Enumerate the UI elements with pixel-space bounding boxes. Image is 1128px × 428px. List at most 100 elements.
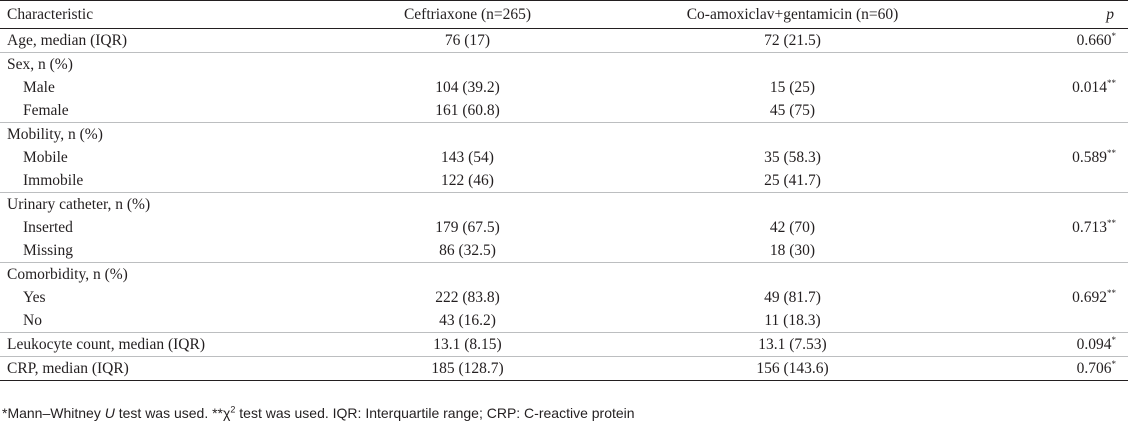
footnote-part3: test was used. IQR: Interquartile range;… — [235, 405, 635, 421]
ceftriaxone-value — [330, 122, 605, 146]
table-row: Sex, n (%) — [0, 52, 1128, 76]
row-label: Comorbidity, n (%) — [0, 262, 330, 286]
p-value-cell — [980, 239, 1128, 263]
coamoxiclav-value: 156 (143.6) — [605, 356, 980, 381]
coamoxiclav-value: 25 (41.7) — [764, 171, 821, 189]
ceftriaxone-value — [330, 192, 605, 216]
p-value-test-mark: * — [1111, 358, 1117, 369]
coamoxiclav-value: 13.1 (7.53) — [605, 332, 980, 357]
ceftriaxone-value: 122 (46) — [441, 171, 494, 189]
header-characteristic: Characteristic — [0, 0, 330, 29]
p-value-test-mark: ** — [1107, 147, 1116, 158]
ceftriaxone-value: 13.1 (8.15) — [330, 332, 605, 357]
header-p-value: p — [980, 0, 1128, 29]
table-body: Age, median (IQR) 76 (17) 72 (21.5) 0.660* S… — [0, 29, 1128, 381]
table-row: CRP, median (IQR) 185 (128.7) 156 (143.6) 0… — [0, 356, 1128, 381]
row-label: Sex, n (%) — [0, 52, 330, 76]
p-value-test-mark: * — [1111, 334, 1117, 345]
p-value-cell — [980, 52, 1128, 76]
ceftriaxone-value: 185 (128.7) — [330, 356, 605, 381]
ceftriaxone-value: 76 (17) — [444, 31, 491, 49]
header-coamoxiclav-gentamicin: Co-amoxiclav+gentamicin (n=60) — [605, 0, 980, 29]
characteristics-table-container: Characteristic Ceftriaxone (n=265) Co-am… — [0, 0, 1128, 381]
row-label: Missing — [23, 241, 73, 259]
p-value-test-mark: * — [1111, 30, 1117, 41]
p-value-cell — [980, 262, 1128, 286]
footnote-part1: *Mann–Whitney — [2, 405, 105, 421]
row-label: No — [23, 311, 42, 329]
ceftriaxone-value: 104 (39.2) — [435, 78, 500, 96]
coamoxiclav-value — [605, 122, 980, 146]
table-row: Yes 222 (83.8) 49 (81.7) 0.692** — [0, 286, 1128, 309]
footnote-u: U — [104, 405, 115, 421]
coamoxiclav-value — [605, 52, 980, 76]
p-value-cell: 0.692** — [980, 286, 1128, 309]
p-value-test-mark: ** — [1107, 287, 1116, 298]
p-value-cell — [980, 192, 1128, 216]
p-value: 0.713 — [1072, 218, 1107, 236]
ceftriaxone-value — [330, 52, 605, 76]
table-row: Comorbidity, n (%) — [0, 262, 1128, 286]
coamoxiclav-value — [605, 262, 980, 286]
coamoxiclav-value: 49 (81.7) — [764, 288, 821, 306]
ceftriaxone-value: 222 (83.8) — [435, 288, 500, 306]
row-label: Immobile — [23, 171, 84, 189]
ceftriaxone-value: 179 (67.5) — [435, 218, 500, 236]
table-row: Mobility, n (%) — [0, 122, 1128, 146]
table-row: Inserted 179 (67.5) 42 (70) 0.713** — [0, 216, 1128, 239]
row-label: Female — [23, 101, 69, 119]
row-label: Male — [23, 78, 55, 96]
p-value: 0.589 — [1072, 148, 1107, 166]
table-row: No 43 (16.2) 11 (18.3) — [0, 309, 1128, 333]
p-value: 0.094 — [1076, 335, 1112, 353]
row-label: Yes — [23, 288, 46, 306]
p-value-cell: 0.713** — [980, 216, 1128, 239]
header-row: Characteristic Ceftriaxone (n=265) Co-am… — [0, 0, 1128, 29]
table-row: Age, median (IQR) 76 (17) 72 (21.5) 0.660* — [0, 29, 1128, 53]
table-header: Characteristic Ceftriaxone (n=265) Co-am… — [0, 0, 1128, 29]
table-row: Female 161 (60.8) 45 (75) — [0, 99, 1128, 123]
coamoxiclav-value: 18 (30) — [769, 241, 816, 259]
ceftriaxone-value: 161 (60.8) — [435, 101, 500, 119]
p-value-test-mark: ** — [1107, 77, 1116, 88]
coamoxiclav-value — [605, 192, 980, 216]
p-value-cell — [980, 122, 1128, 146]
ceftriaxone-value: 43 (16.2) — [439, 311, 496, 329]
row-label: CRP, median (IQR) — [0, 356, 330, 381]
ceftriaxone-value: 143 (54) — [441, 148, 494, 166]
p-value-cell: 0.706* — [980, 356, 1128, 381]
table-footnote: *Mann–Whitney U test was used. **χ2 test… — [2, 405, 635, 421]
table-row: Mobile 143 (54) 35 (58.3) 0.589** — [0, 146, 1128, 169]
coamoxiclav-value: 35 (58.3) — [764, 148, 821, 166]
p-value: 0.706 — [1076, 359, 1112, 377]
header-ceftriaxone: Ceftriaxone (n=265) — [330, 0, 605, 29]
p-value-cell — [980, 169, 1128, 193]
coamoxiclav-value: 45 (75) — [769, 101, 816, 119]
p-value-test-mark: ** — [1107, 217, 1116, 228]
p-value-cell: 0.589** — [980, 146, 1128, 169]
p-value: 0.014 — [1072, 78, 1107, 96]
p-value-cell: 0.014** — [980, 76, 1128, 99]
p-value-cell: 0.094* — [980, 332, 1128, 357]
coamoxiclav-value: 11 (18.3) — [764, 311, 821, 329]
ceftriaxone-value: 86 (32.5) — [439, 241, 496, 259]
p-value-cell — [980, 309, 1128, 333]
row-label: Inserted — [23, 218, 73, 236]
coamoxiclav-value: 72 (21.5) — [764, 31, 821, 49]
footnote-superscript: 2 — [230, 404, 236, 415]
table-row: Immobile 122 (46) 25 (41.7) — [0, 169, 1128, 193]
row-label: Leukocyte count, median (IQR) — [0, 332, 330, 357]
p-value-cell — [980, 99, 1128, 123]
row-label: Urinary catheter, n (%) — [0, 192, 330, 216]
p-value: 0.660 — [1076, 31, 1112, 49]
row-label: Age, median (IQR) — [7, 31, 128, 49]
row-label: Mobility, n (%) — [0, 122, 330, 146]
ceftriaxone-value — [330, 262, 605, 286]
row-label: Mobile — [23, 148, 68, 166]
footnote-part2: test was used. **χ — [114, 405, 231, 421]
table-row: Leukocyte count, median (IQR) 13.1 (8.15)… — [0, 332, 1128, 357]
p-value: 0.692 — [1072, 288, 1107, 306]
coamoxiclav-value: 15 (25) — [769, 78, 816, 96]
table-row: Urinary catheter, n (%) — [0, 192, 1128, 216]
p-value-cell: 0.660* — [980, 29, 1128, 53]
